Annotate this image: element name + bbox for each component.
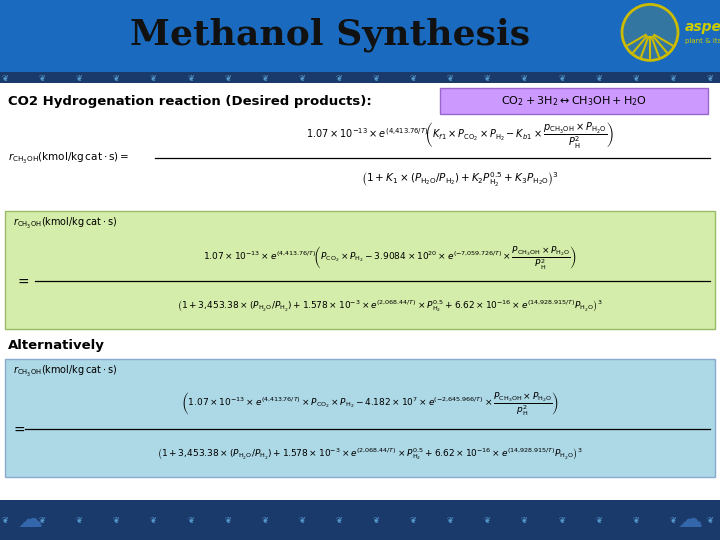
Text: ❦: ❦ bbox=[632, 516, 639, 524]
Text: ❦: ❦ bbox=[261, 73, 269, 82]
Text: $\mathrm{CO_2 + 3H_2 \leftrightarrow CH_3OH + H_2O}$: $\mathrm{CO_2 + 3H_2 \leftrightarrow CH_… bbox=[501, 94, 647, 108]
Text: ❦: ❦ bbox=[706, 73, 714, 82]
Text: ❦: ❦ bbox=[447, 73, 454, 82]
Text: ❦: ❦ bbox=[484, 516, 491, 524]
Text: ❦: ❦ bbox=[670, 516, 676, 524]
Text: ❦: ❦ bbox=[410, 73, 417, 82]
Bar bbox=[5, 211, 715, 329]
Text: ❦: ❦ bbox=[1, 516, 9, 524]
Text: ❦: ❦ bbox=[150, 516, 157, 524]
Text: ❦: ❦ bbox=[558, 73, 565, 82]
Text: ❦: ❦ bbox=[484, 73, 491, 82]
Bar bbox=[0, 0, 720, 72]
Text: aspentech: aspentech bbox=[685, 21, 720, 35]
Text: ❦: ❦ bbox=[706, 516, 714, 524]
Text: ❦: ❦ bbox=[521, 516, 528, 524]
Bar bbox=[0, 83, 720, 500]
Text: $1.07 \times 10^{-13} \times e^{(4{,}413.76/T)}\!\left(P_{\mathrm{CO_2}} \times : $1.07 \times 10^{-13} \times e^{(4{,}413… bbox=[203, 245, 577, 272]
Text: $=$: $=$ bbox=[11, 422, 26, 436]
Text: ❦: ❦ bbox=[372, 516, 379, 524]
Text: ❦: ❦ bbox=[595, 73, 602, 82]
Text: ❦: ❦ bbox=[447, 516, 454, 524]
Text: ❦: ❦ bbox=[632, 73, 639, 82]
Text: ❦: ❦ bbox=[521, 73, 528, 82]
Text: $\left(1 + 3{,}453.38 \times (P_{\mathrm{H_2O}}/P_{\mathrm{H_2}}) + 1.578 \times: $\left(1 + 3{,}453.38 \times (P_{\mathrm… bbox=[157, 446, 582, 462]
Text: ❦: ❦ bbox=[187, 73, 194, 82]
Text: ❦: ❦ bbox=[298, 516, 305, 524]
Text: ☁: ☁ bbox=[17, 508, 42, 532]
Text: plant & its stewards: plant & its stewards bbox=[685, 38, 720, 44]
Text: $\left(1 + K_1 \times (P_{\mathrm{H_2O}}/P_{\mathrm{H_2}}) + K_2 P^{0.5}_{\mathr: $\left(1 + K_1 \times (P_{\mathrm{H_2O}}… bbox=[361, 171, 559, 189]
Text: ❦: ❦ bbox=[113, 516, 120, 524]
Circle shape bbox=[622, 4, 678, 60]
Text: $1.07 \times 10^{-13} \times e^{(4{,}413.76/T)}\!\left(K_{f1} \times P_{\mathrm{: $1.07 \times 10^{-13} \times e^{(4{,}413… bbox=[306, 120, 614, 151]
Text: ❦: ❦ bbox=[1, 73, 9, 82]
Text: Methanol Synthesis: Methanol Synthesis bbox=[130, 17, 530, 52]
Text: $\left(1.07 \times 10^{-13} \times e^{(4{,}413.76/T)} \times P_{\mathrm{CO_2}} \: $\left(1.07 \times 10^{-13} \times e^{(4… bbox=[181, 390, 559, 418]
Text: ❦: ❦ bbox=[39, 73, 45, 82]
Text: ❦: ❦ bbox=[39, 516, 45, 524]
Text: ❦: ❦ bbox=[187, 516, 194, 524]
Bar bbox=[0, 500, 720, 540]
Text: $r_{\mathrm{CH_3OH}}(\mathrm{kmol/kg\,cat \cdot s})$: $r_{\mathrm{CH_3OH}}(\mathrm{kmol/kg\,ca… bbox=[13, 215, 117, 231]
Text: ❦: ❦ bbox=[336, 516, 343, 524]
Bar bbox=[5, 359, 715, 477]
Text: ❦: ❦ bbox=[670, 73, 676, 82]
Text: ❦: ❦ bbox=[224, 516, 231, 524]
Text: $r_{\mathrm{CH_3OH}}(\mathrm{kmol/kg\,cat \cdot s})$: $r_{\mathrm{CH_3OH}}(\mathrm{kmol/kg\,ca… bbox=[13, 363, 117, 379]
Text: $=$: $=$ bbox=[15, 274, 30, 288]
Text: ❦: ❦ bbox=[150, 73, 157, 82]
Text: ❦: ❦ bbox=[76, 73, 83, 82]
Text: ❦: ❦ bbox=[558, 516, 565, 524]
Text: ❦: ❦ bbox=[224, 73, 231, 82]
Text: ❦: ❦ bbox=[336, 73, 343, 82]
Text: ❦: ❦ bbox=[76, 516, 83, 524]
Bar bbox=[0, 72, 720, 83]
Text: ❦: ❦ bbox=[113, 73, 120, 82]
Text: ❦: ❦ bbox=[261, 516, 269, 524]
Text: ❦: ❦ bbox=[410, 516, 417, 524]
Text: Alternatively: Alternatively bbox=[8, 339, 105, 352]
Text: ☁: ☁ bbox=[678, 508, 703, 532]
Text: ❦: ❦ bbox=[372, 73, 379, 82]
Bar bbox=[440, 88, 708, 114]
Text: ❦: ❦ bbox=[595, 516, 602, 524]
Text: $r_{\mathrm{CH_3OH}}(\mathrm{kmol/kg\,cat \cdot s}) =$: $r_{\mathrm{CH_3OH}}(\mathrm{kmol/kg\,ca… bbox=[8, 151, 130, 166]
Text: $\left(1 + 3{,}453.38 \times (P_{\mathrm{H_2O}}/P_{\mathrm{H_2}}) + 1.578 \times: $\left(1 + 3{,}453.38 \times (P_{\mathrm… bbox=[177, 298, 603, 314]
Text: ❦: ❦ bbox=[298, 73, 305, 82]
Text: CO2 Hydrogenation reaction (Desired products):: CO2 Hydrogenation reaction (Desired prod… bbox=[8, 94, 372, 107]
